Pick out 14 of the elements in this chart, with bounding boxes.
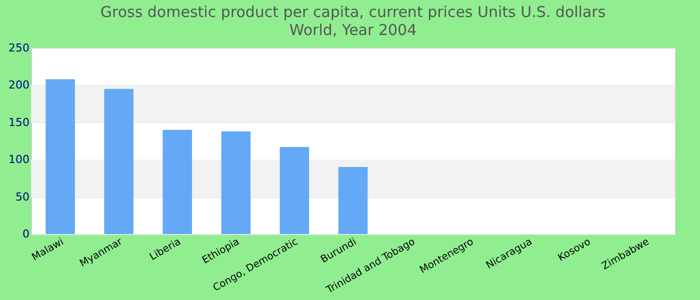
bar [46,79,75,234]
y-tick-label: 100 [8,153,30,166]
bar [221,131,251,234]
y-tick-label: 0 [22,228,30,240]
bar [280,146,310,234]
bar [104,88,134,234]
y-tick-label: 250 [8,42,30,54]
y-tick-label: 50 [16,190,30,204]
y-tick-label: 150 [8,116,30,129]
chart-title: Gross domestic product per capita, current prices Units U.S. dollars [100,3,606,21]
bar [338,167,368,234]
y-tick-label: 200 [8,78,30,92]
bar [162,130,192,234]
chart-subtitle: World, Year 2004 [289,21,417,39]
